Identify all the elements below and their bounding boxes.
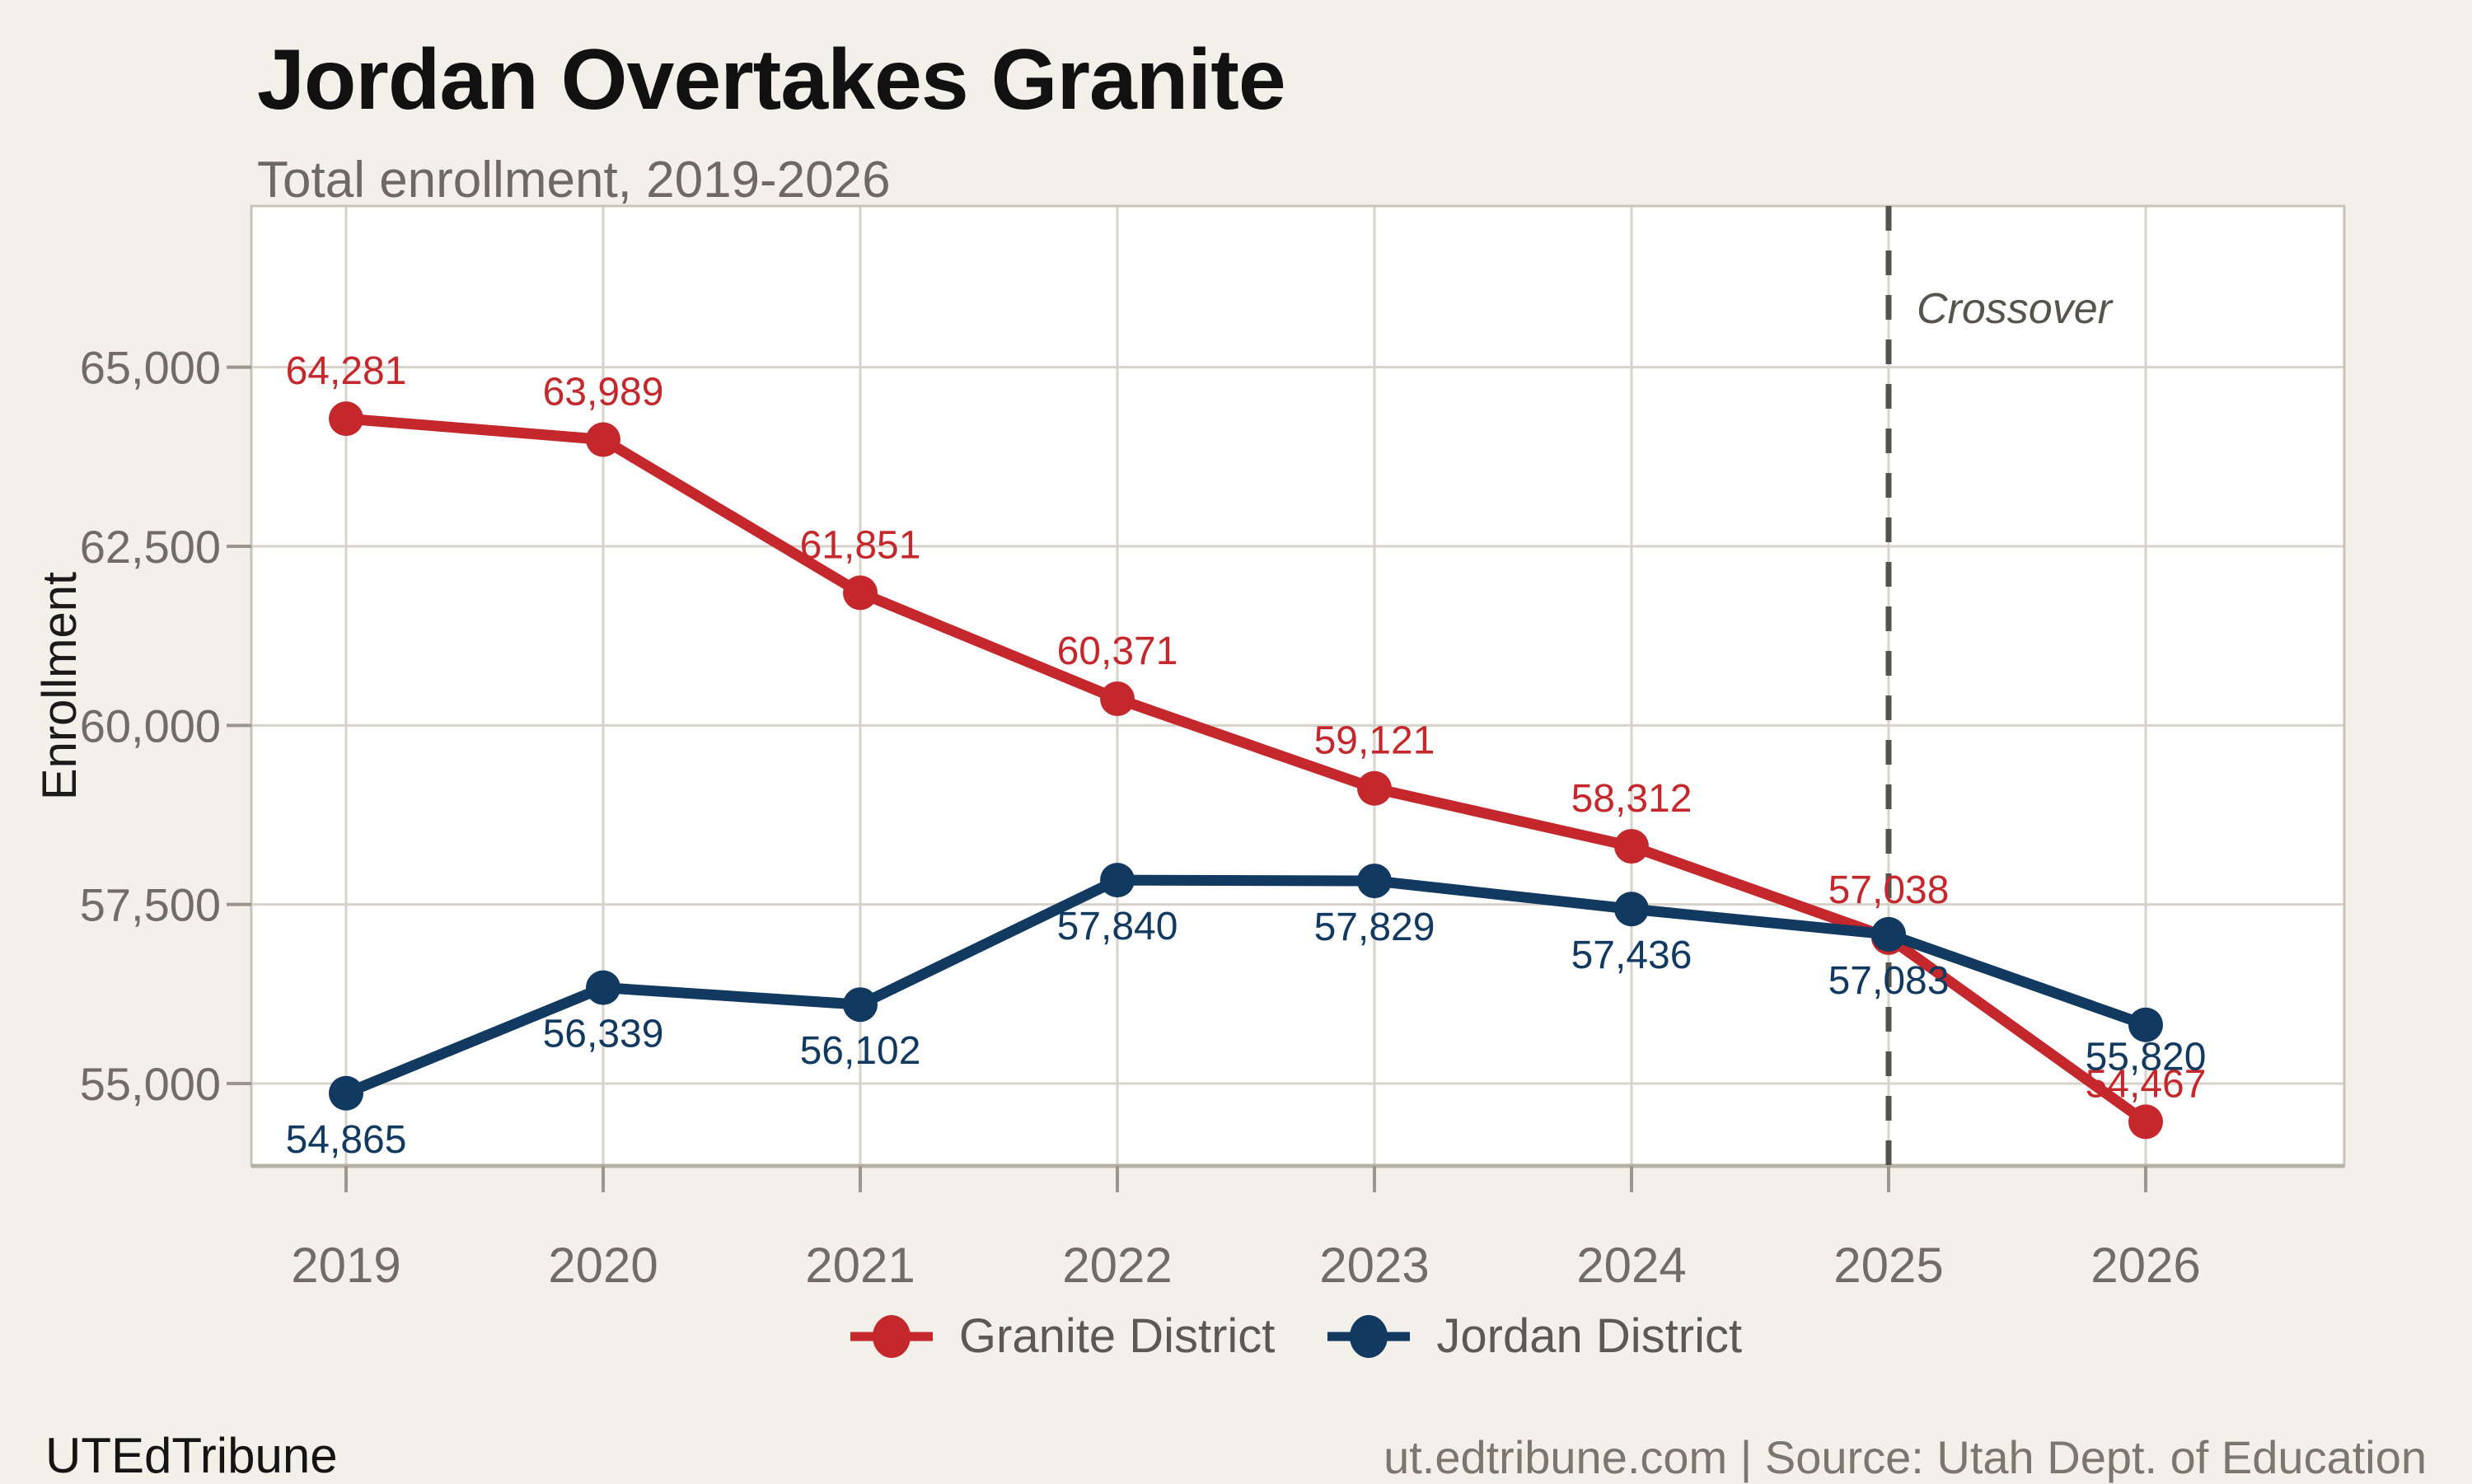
data-point [2128, 1104, 2163, 1140]
svg-text:2022: 2022 [1062, 1238, 1172, 1293]
chart-legend: Granite District Jordan District [58, 1308, 2472, 1364]
value-labels: 64,281 63,989 61,851 60,371 59,121 58,312 57,0… [286, 349, 2207, 1106]
value-label: 64,281 [286, 349, 407, 393]
data-point [586, 422, 620, 457]
legend-item-jordan: Jordan District [1323, 1308, 1742, 1364]
svg-text:55,000: 55,000 [80, 1058, 221, 1110]
series-granite-district: 64,281 63,989 61,851 60,371 59,121 58,312 57,0… [286, 349, 2207, 1140]
y-tick-labels: 55,000 57,500 60,000 62,500 65,000 [80, 342, 221, 1110]
value-label: 57,083 [1828, 959, 1950, 1003]
data-point [1871, 916, 1906, 952]
svg-text:2026: 2026 [2090, 1238, 2200, 1293]
value-label: 57,436 [1571, 934, 1692, 977]
value-label: 54,467 [2086, 1062, 2207, 1106]
data-point [329, 1075, 363, 1111]
svg-text:2021: 2021 [805, 1238, 915, 1293]
value-label: 60,371 [1057, 630, 1178, 673]
value-label: 54,865 [286, 1118, 407, 1162]
data-point [1614, 829, 1649, 864]
svg-text:2025: 2025 [1833, 1238, 1943, 1293]
data-point [329, 401, 363, 437]
value-label: 58,312 [1571, 777, 1692, 821]
jordan-line-marker-icon [1327, 1314, 1411, 1358]
y-axis-title: Enrollment [33, 572, 87, 800]
value-labels: 54,865 56,339 56,102 57,840 57,829 57,436 57,0… [286, 905, 2207, 1162]
svg-text:2020: 2020 [548, 1238, 658, 1293]
value-label: 56,102 [800, 1029, 921, 1073]
svg-text:62,500: 62,500 [80, 521, 221, 573]
series-line [340, 413, 2151, 1127]
data-point [1357, 864, 1392, 899]
value-label: 57,840 [1057, 905, 1178, 948]
data-point [1100, 681, 1135, 717]
data-point [1614, 892, 1649, 927]
value-label: 59,121 [1314, 719, 1435, 763]
crossover-label: Crossover [1917, 285, 2114, 333]
data-point [843, 575, 878, 611]
value-label: 56,339 [543, 1013, 664, 1056]
chart-header: Jordan Overtakes Granite Total enrollmen… [257, 31, 1286, 209]
svg-text:2023: 2023 [1319, 1238, 1429, 1293]
chart-subtitle: Total enrollment, 2019-2026 [257, 152, 891, 208]
source-credit: ut.edtribune.com | Source: Utah Dept. of… [1383, 1431, 2427, 1483]
legend-item-granite: Granite District [845, 1308, 1276, 1364]
series-jordan-district: 54,865 56,339 56,102 57,840 57,829 57,436 57,0… [286, 863, 2207, 1162]
data-point [586, 970, 620, 1005]
value-label: 55,820 [2086, 1036, 2207, 1079]
value-label: 57,038 [1828, 868, 1950, 912]
x-tick-labels: 2019 2020 2021 2022 2023 2024 2025 2026 [291, 1238, 2200, 1293]
svg-text:60,000: 60,000 [80, 700, 221, 751]
data-point [843, 987, 878, 1023]
legend-label-jordan: Jordan District [1436, 1309, 1743, 1363]
publisher-wordmark: UTEdTribune [45, 1428, 338, 1483]
series-line [340, 874, 2151, 1099]
legend-label-granite: Granite District [958, 1309, 1276, 1363]
granite-line-marker-icon [850, 1314, 933, 1358]
svg-text:2019: 2019 [291, 1238, 400, 1293]
data-point [1357, 770, 1392, 806]
svg-text:65,000: 65,000 [80, 342, 221, 394]
value-label: 61,851 [800, 523, 921, 567]
data-point [2128, 1007, 2163, 1042]
chart-title: Jordan Overtakes Granite [257, 32, 1286, 128]
tick-marks [227, 365, 2147, 1192]
value-label: 63,989 [543, 371, 664, 414]
svg-text:57,500: 57,500 [80, 879, 221, 931]
data-point [1100, 863, 1135, 898]
value-label: 57,829 [1314, 906, 1435, 949]
svg-text:2024: 2024 [1576, 1238, 1686, 1293]
